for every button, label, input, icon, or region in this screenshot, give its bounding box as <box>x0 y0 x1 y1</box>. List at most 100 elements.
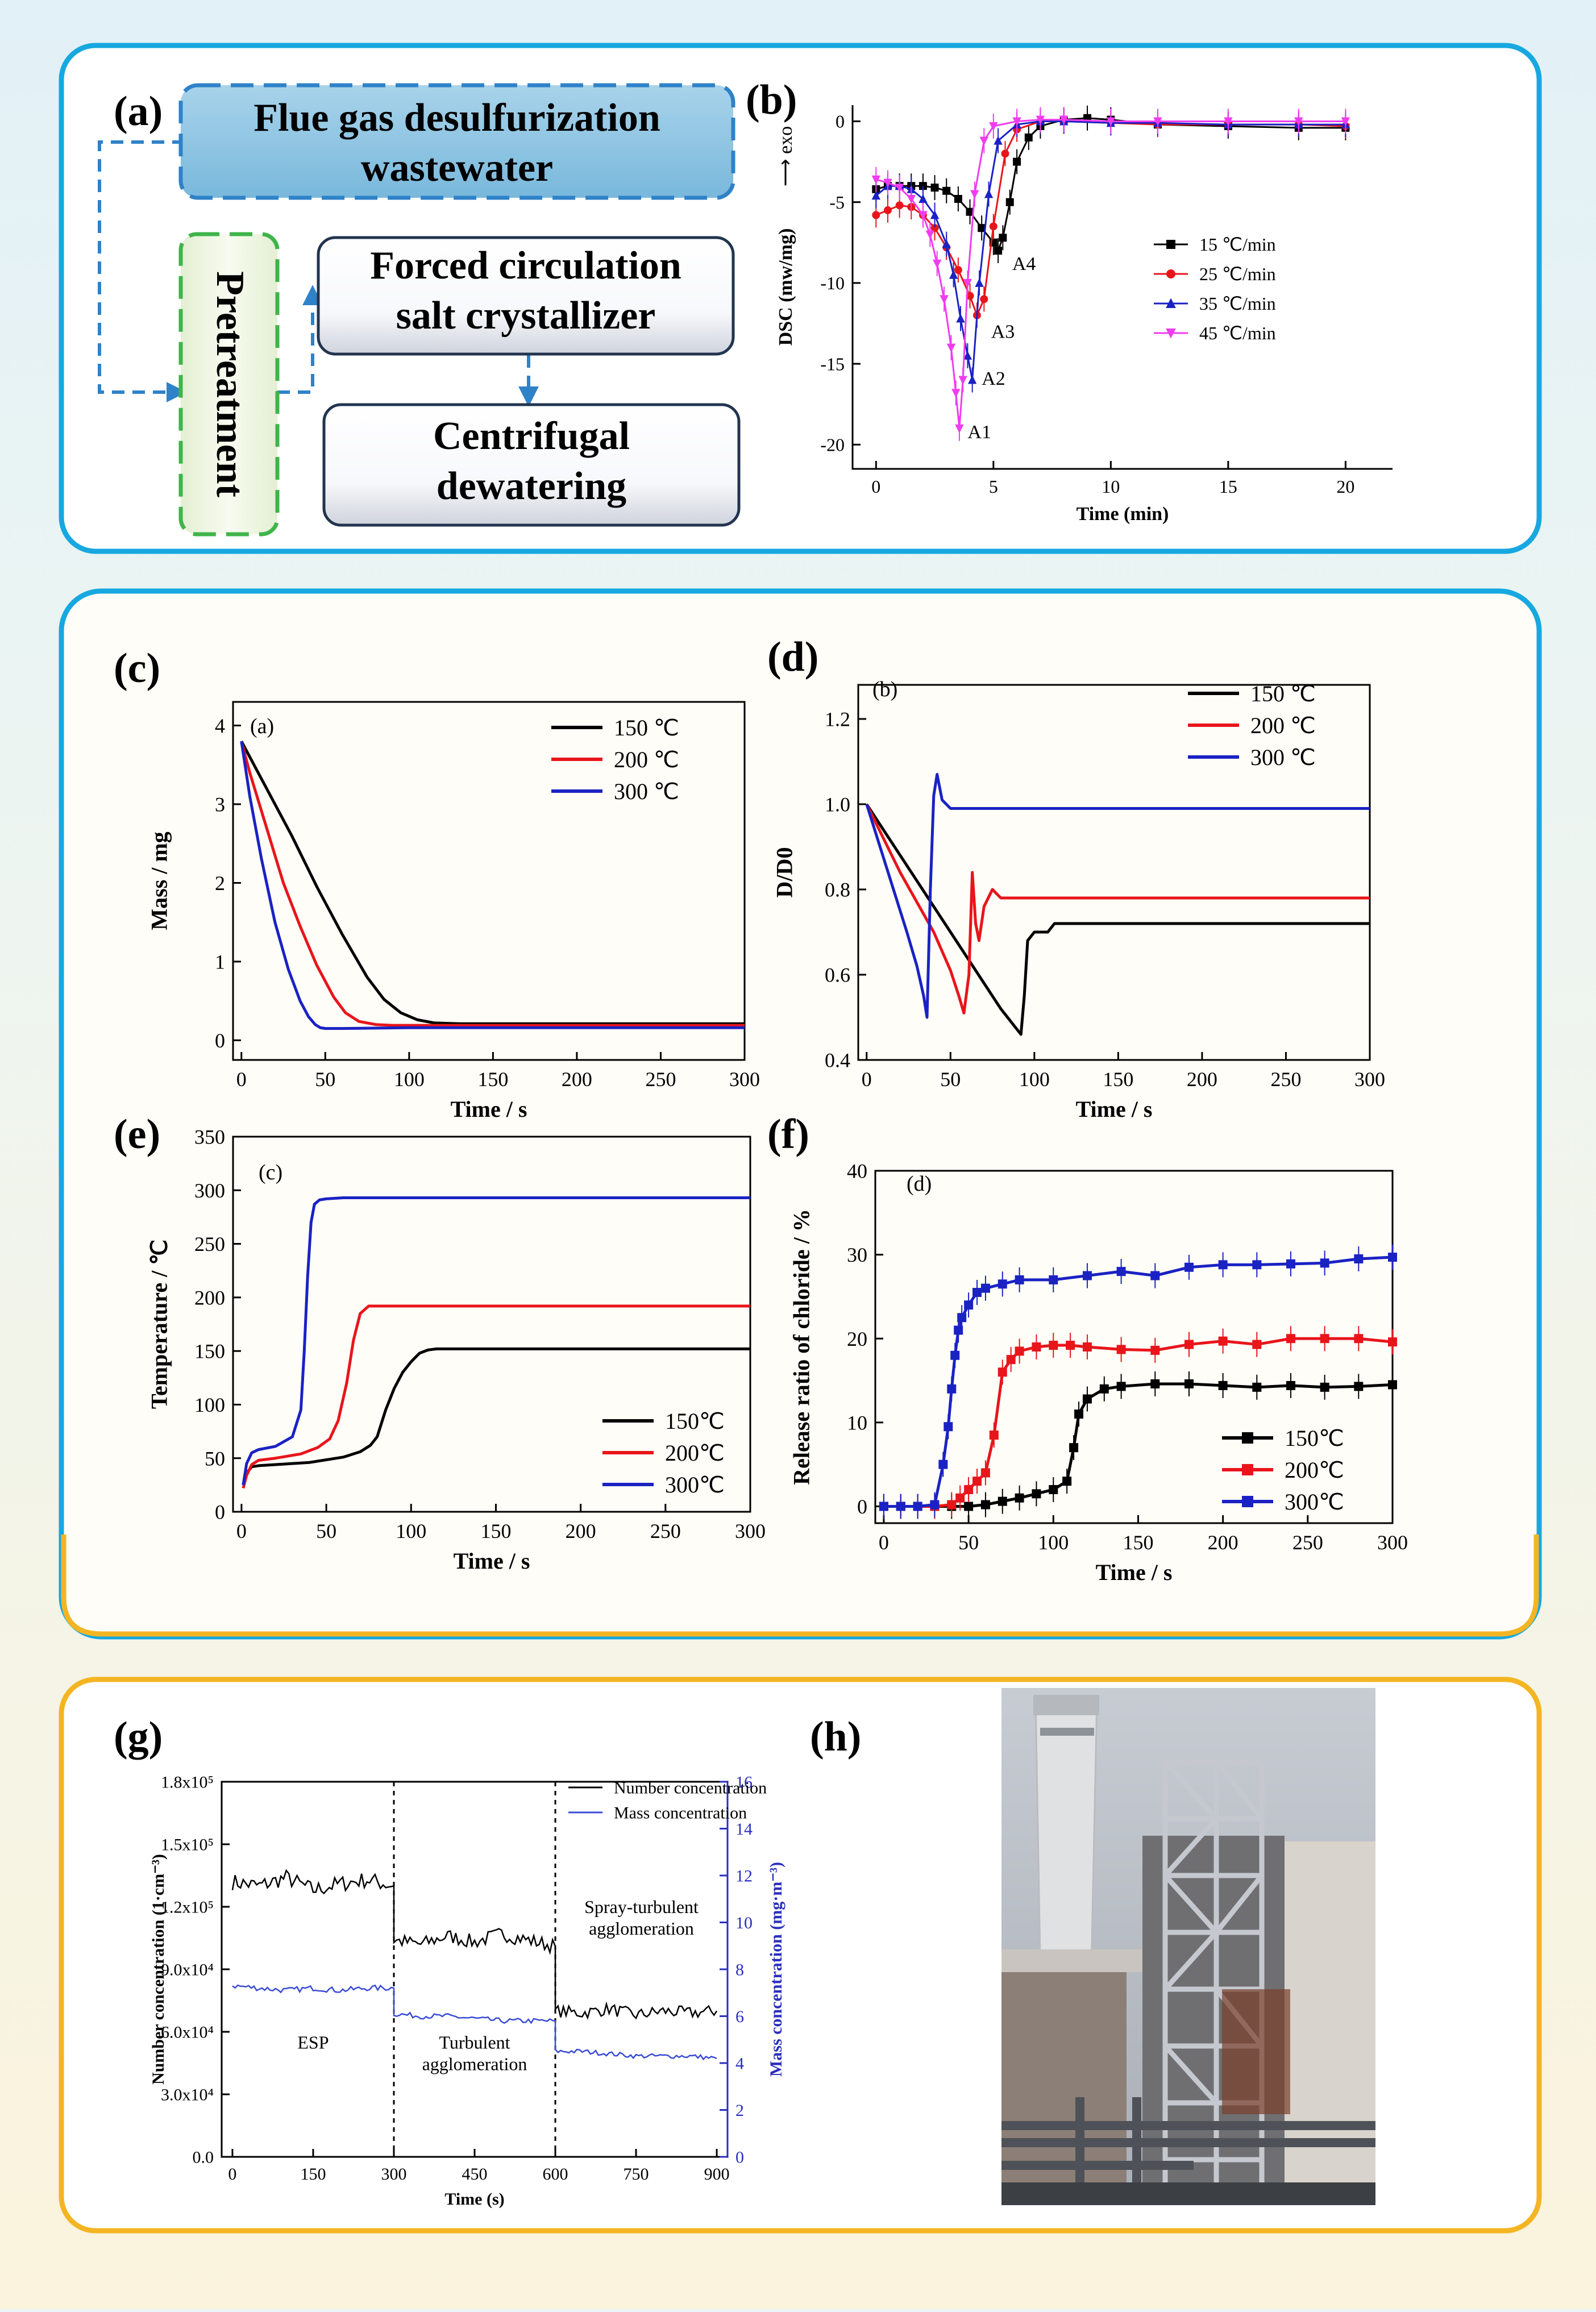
data-point-f <box>957 1313 967 1323</box>
data-point-b <box>925 230 935 239</box>
data-point-f <box>1286 1334 1295 1344</box>
series-d-2 <box>865 773 1370 1019</box>
x-tick-label-e: 250 <box>650 1520 681 1542</box>
data-point-b <box>954 266 962 275</box>
data-point-f <box>1032 1489 1041 1499</box>
data-point-b <box>967 375 977 384</box>
data-point-b <box>940 295 949 304</box>
y-tick-label-c: 4 <box>215 714 225 737</box>
peak-annotation: A4 <box>1012 253 1036 275</box>
x-tick-label-b: 15 <box>1219 476 1237 497</box>
data-point-b <box>994 247 1003 255</box>
crystallizer-line2: salt crystallizer <box>396 294 656 338</box>
data-point-f <box>1184 1340 1194 1349</box>
photo-chimney-band <box>1040 1728 1094 1736</box>
legend-label-f: 300℃ <box>1285 1489 1344 1515</box>
series-line-g-0 <box>231 1869 718 2020</box>
subplot-tag-f: (d) <box>907 1172 932 1196</box>
data-point-b <box>994 136 1003 145</box>
x-tick-label-b: 5 <box>989 476 998 497</box>
data-point-f <box>998 1367 1007 1377</box>
data-point-b <box>999 234 1007 242</box>
y-axis-label-f: Release ratio of chloride / % <box>789 1209 814 1484</box>
x-tick-label-f: 100 <box>1038 1531 1069 1554</box>
data-point-f <box>947 1500 957 1510</box>
data-point-f <box>1388 1337 1397 1347</box>
data-point-b <box>1106 117 1116 126</box>
y-tick-label-g: 1.8x10⁵ <box>161 1773 214 1792</box>
x-tick-label-c: 0 <box>236 1068 247 1091</box>
y-tick-label-d: 0.8 <box>825 879 850 901</box>
data-point-f <box>1252 1382 1262 1392</box>
data-point-f <box>1082 1394 1092 1404</box>
data-point-f <box>964 1300 974 1310</box>
panel-a-label: (a) <box>114 88 163 135</box>
axes-f: 0 50 100 150 200 250 300 0 10 20 30 40 Time / s Relea… <box>789 1160 1408 1585</box>
plot-frame-c <box>232 701 746 1061</box>
data-point-f <box>1218 1380 1228 1390</box>
data-point-b <box>949 270 958 279</box>
data-point-f <box>972 1477 982 1486</box>
y-tick-label-e: 250 <box>194 1233 225 1255</box>
series-line-g-1 <box>232 1984 717 2061</box>
legend-g: Number concentration Mass concentration <box>568 1779 767 1823</box>
data-point-b <box>930 210 940 219</box>
y-tick-label-g: 0.0 <box>193 2148 214 2167</box>
data-point-b <box>895 184 904 193</box>
photo-right-building <box>1282 1841 1375 2205</box>
legend-label-f: 200℃ <box>1285 1457 1344 1483</box>
panel-a-flowchart: (a) Flue gas desulfurization wastewater … <box>98 83 741 537</box>
x-tick-label-e: 0 <box>236 1520 247 1542</box>
data-point-b <box>918 194 928 203</box>
x-tick-label-d: 300 <box>1354 1068 1385 1091</box>
dewatering-line2: dewatering <box>437 464 626 508</box>
y-tick-label-b: -5 <box>829 192 845 213</box>
legend-label-g: Mass concentration <box>614 1804 747 1823</box>
series-e-1 <box>242 1304 750 1489</box>
peak-annotation: A1 <box>967 422 991 443</box>
y-tick-label-f: 10 <box>847 1411 867 1434</box>
chart-d-diameter-ratio: 0 50 100 150 200 250 300 0.4 0.6 0.8 1.0 1.2 Time / … <box>772 677 1385 1122</box>
series-line-e-0 <box>242 1347 750 1486</box>
y-tick-label-d: 1.2 <box>825 708 850 731</box>
data-point-b <box>975 278 984 287</box>
data-point-b <box>1024 133 1033 142</box>
data-point-f <box>1320 1258 1329 1268</box>
legend-marker-f <box>1242 1496 1253 1507</box>
y-tick-label-g: 6.0x10⁴ <box>161 2023 214 2042</box>
photo-steel-frame <box>1162 1759 1265 2205</box>
series-line-d-1 <box>865 803 1370 1014</box>
x-axis-label-f: Time / s <box>1096 1560 1173 1585</box>
y-tick-label-g: 3.0x10⁴ <box>161 2086 214 2105</box>
data-point-f <box>947 1384 957 1394</box>
legend-label-d: 200 ℃ <box>1250 713 1316 738</box>
segment-label-g: Turbulent <box>439 2032 510 2052</box>
x-tick-label-f: 250 <box>1292 1531 1323 1554</box>
y-tick-label-b: 0 <box>836 111 845 132</box>
series-line-e-1 <box>242 1304 750 1489</box>
x-tick-label-d: 150 <box>1103 1068 1133 1091</box>
data-point-f <box>1032 1342 1041 1352</box>
data-point-f <box>954 1325 963 1335</box>
data-point-b <box>932 259 942 269</box>
data-point-b <box>918 211 928 220</box>
frame-middle-bottom-accent <box>61 1535 1539 1637</box>
segment-label-g: agglomeration <box>589 1918 694 1939</box>
y-right-tick-label-g: 10 <box>735 1914 753 1932</box>
data-point-b <box>963 278 972 288</box>
data-point-f <box>1074 1409 1084 1419</box>
pretreatment-label: Pretreatment <box>208 271 252 497</box>
y-tick-label-e: 300 <box>194 1179 225 1202</box>
y-axis-label-g: Number concentration (1·cm⁻³) <box>149 1854 168 2085</box>
x-tick-label-c: 250 <box>645 1068 676 1091</box>
y-tick-label-e: 350 <box>194 1126 225 1149</box>
data-point-f <box>972 1288 982 1298</box>
data-point-f <box>1082 1342 1092 1352</box>
chart-f-chloride-release: 0 50 100 150 200 250 300 0 10 20 30 40 Time / s Relea… <box>789 1160 1408 1585</box>
data-point-b <box>883 178 892 188</box>
x-tick-label-e: 100 <box>396 1520 426 1542</box>
data-point-b <box>989 222 998 231</box>
x-tick-label-b: 10 <box>1102 476 1120 497</box>
box-top-line1: Flue gas desulfurization <box>253 96 660 140</box>
series-c-0 <box>240 741 745 1025</box>
